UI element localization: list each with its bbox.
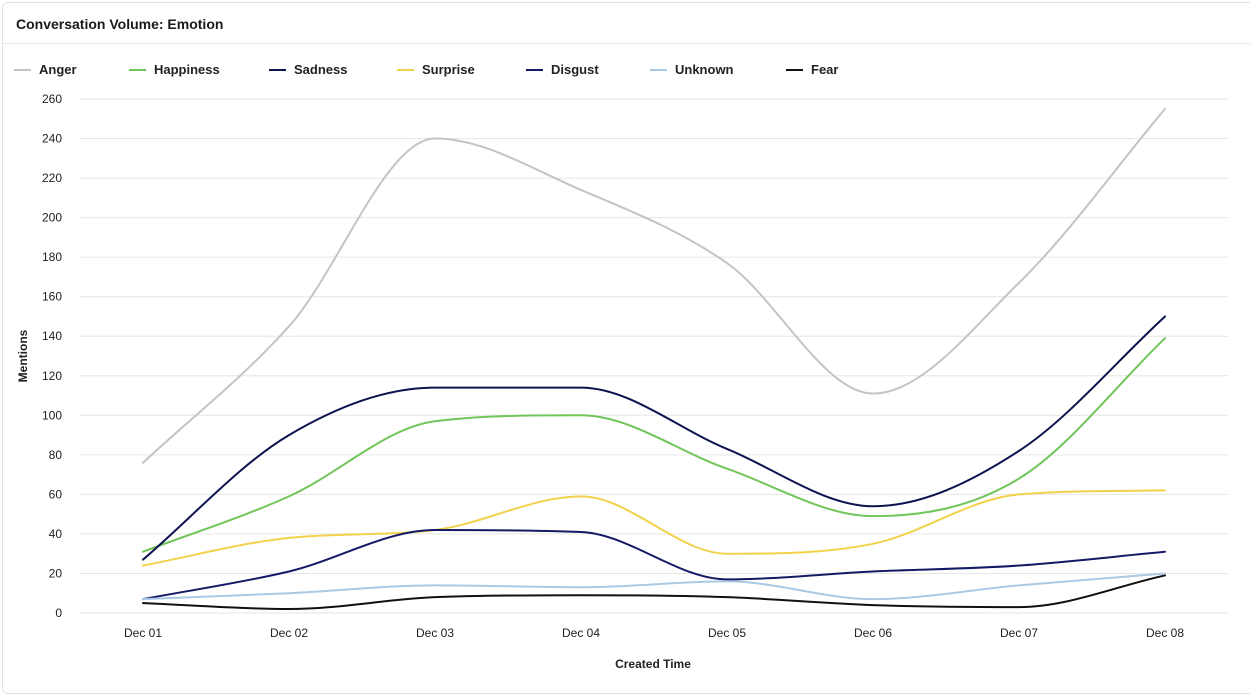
- series-line-happiness: [142, 337, 1166, 553]
- legend-label: Unknown: [675, 62, 734, 77]
- y-tick-label: 20: [49, 566, 63, 580]
- x-tick-label: Dec 02: [270, 626, 308, 640]
- legend-swatch: [269, 69, 286, 71]
- series-line-anger: [142, 107, 1166, 464]
- legend-label: Surprise: [422, 62, 475, 77]
- legend-label: Disgust: [551, 62, 599, 77]
- x-tick-label: Dec 05: [708, 626, 746, 640]
- y-tick-label: 180: [42, 250, 62, 264]
- legend-label: Anger: [39, 62, 77, 77]
- legend-label: Happiness: [154, 62, 220, 77]
- y-tick-label: 140: [42, 329, 62, 343]
- card-header: Conversation Volume: Emotion: [3, 3, 1250, 44]
- y-tick-label: 60: [49, 487, 63, 501]
- chart-title: Conversation Volume: Emotion: [16, 16, 224, 32]
- x-tick-label: Dec 01: [124, 626, 162, 640]
- x-tick-label: Dec 03: [416, 626, 454, 640]
- x-tick-label: Dec 08: [1146, 626, 1184, 640]
- legend-swatch: [526, 69, 543, 71]
- legend-swatch: [650, 69, 667, 71]
- y-tick-label: 40: [49, 527, 63, 541]
- legend-swatch: [397, 69, 414, 71]
- y-axis-title: Mentions: [16, 329, 30, 382]
- y-tick-label: 120: [42, 369, 62, 383]
- y-tick-label: 160: [42, 290, 62, 304]
- series-line-disgust: [142, 528, 1166, 601]
- y-tick-label: 80: [49, 448, 63, 462]
- y-tick-label: 260: [42, 92, 62, 106]
- legend-swatch: [14, 69, 31, 71]
- legend-label: Fear: [811, 62, 839, 77]
- series-line-unknown: [142, 572, 1166, 601]
- x-tick-label: Dec 07: [1000, 626, 1038, 640]
- series-line-sadness: [142, 315, 1166, 561]
- y-tick-label: 220: [42, 171, 62, 185]
- x-axis-title: Created Time: [615, 657, 691, 671]
- y-tick-label: 200: [42, 211, 62, 225]
- series-line-surprise: [142, 489, 1166, 567]
- legend-swatch: [786, 69, 803, 71]
- y-tick-label: 100: [42, 408, 62, 422]
- line-chart: 0 20 40 60 80 100 120 140 160 180 200 220 240 260 Dec …: [16, 92, 1228, 671]
- y-tick-label: 240: [42, 132, 62, 146]
- x-tick-label: Dec 04: [562, 626, 600, 640]
- series-line-fear: [142, 574, 1166, 611]
- x-tick-label: Dec 06: [854, 626, 892, 640]
- legend-swatch: [129, 69, 146, 71]
- legend-label: Sadness: [294, 62, 348, 77]
- y-tick-label: 0: [55, 606, 62, 620]
